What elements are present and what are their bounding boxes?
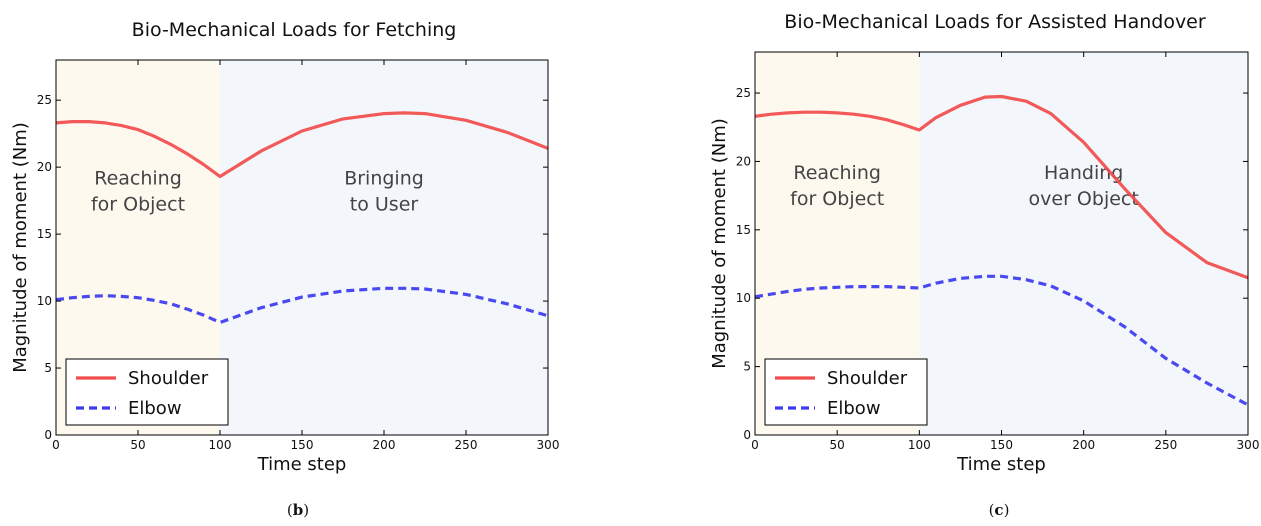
x-tick-label: 50 bbox=[130, 438, 145, 452]
panel-caption: (b) bbox=[287, 501, 309, 519]
y-axis-label: Magnitude of moment (Nm) bbox=[709, 118, 730, 369]
region-label: to User bbox=[350, 194, 419, 216]
x-axis-label: Time step bbox=[257, 454, 347, 475]
x-tick-label: 50 bbox=[830, 438, 845, 452]
y-tick-label: 15 bbox=[37, 227, 52, 241]
x-tick-label: 100 bbox=[908, 438, 931, 452]
series-line-shoulder bbox=[754, 94, 1249, 280]
y-tick-label: 20 bbox=[736, 154, 751, 168]
x-tick-label: 200 bbox=[373, 438, 396, 452]
y-tick-label: 20 bbox=[37, 160, 52, 174]
x-tick-label: 300 bbox=[1237, 438, 1260, 452]
x-axis-label: Time step bbox=[956, 454, 1046, 475]
region-label: Handing bbox=[1044, 162, 1123, 184]
region-label: Bringing bbox=[344, 168, 424, 190]
region-band bbox=[220, 60, 548, 435]
legend-entry: Shoulder bbox=[128, 368, 209, 389]
chart-title: Bio-Mechanical Loads for Fetching bbox=[132, 19, 457, 41]
legend-box bbox=[764, 358, 928, 426]
y-tick-label: 0 bbox=[44, 428, 52, 442]
series-line-shoulder bbox=[55, 111, 549, 179]
chart-title: Bio-Mechanical Loads for Assisted Handov… bbox=[784, 11, 1206, 33]
x-tick-label: 0 bbox=[751, 438, 759, 452]
y-tick-label: 5 bbox=[743, 360, 751, 374]
y-tick-label: 10 bbox=[37, 294, 52, 308]
region-label: over Object bbox=[1029, 188, 1139, 210]
x-tick-label: 200 bbox=[1072, 438, 1095, 452]
legend-box bbox=[65, 358, 229, 426]
legend-entry: Shoulder bbox=[827, 368, 908, 389]
x-tick-label: 150 bbox=[291, 438, 314, 452]
panel-caption: (c) bbox=[989, 501, 1010, 519]
y-tick-label: 25 bbox=[736, 86, 751, 100]
x-tick-label: 250 bbox=[455, 438, 478, 452]
series-line-elbow bbox=[55, 286, 549, 325]
region-label: Reaching bbox=[793, 162, 881, 184]
y-tick-label: 5 bbox=[44, 361, 52, 375]
y-tick-label: 10 bbox=[736, 291, 751, 305]
x-tick-label: 300 bbox=[537, 438, 560, 452]
x-tick-label: 100 bbox=[209, 438, 232, 452]
y-tick-label: 15 bbox=[736, 223, 751, 237]
series-line-elbow bbox=[754, 274, 1249, 407]
x-tick-label: 0 bbox=[52, 438, 60, 452]
legend-entry: Elbow bbox=[128, 398, 182, 419]
y-tick-label: 25 bbox=[37, 93, 52, 107]
x-tick-label: 150 bbox=[990, 438, 1013, 452]
region-label: for Object bbox=[790, 188, 884, 210]
y-axis-label: Magnitude of moment (Nm) bbox=[10, 122, 31, 373]
region-label: for Object bbox=[91, 194, 185, 216]
y-tick-label: 0 bbox=[743, 428, 751, 442]
legend-entry: Elbow bbox=[827, 398, 881, 419]
region-label: Reaching bbox=[94, 168, 182, 190]
x-tick-label: 250 bbox=[1154, 438, 1177, 452]
region-band bbox=[919, 52, 1248, 435]
